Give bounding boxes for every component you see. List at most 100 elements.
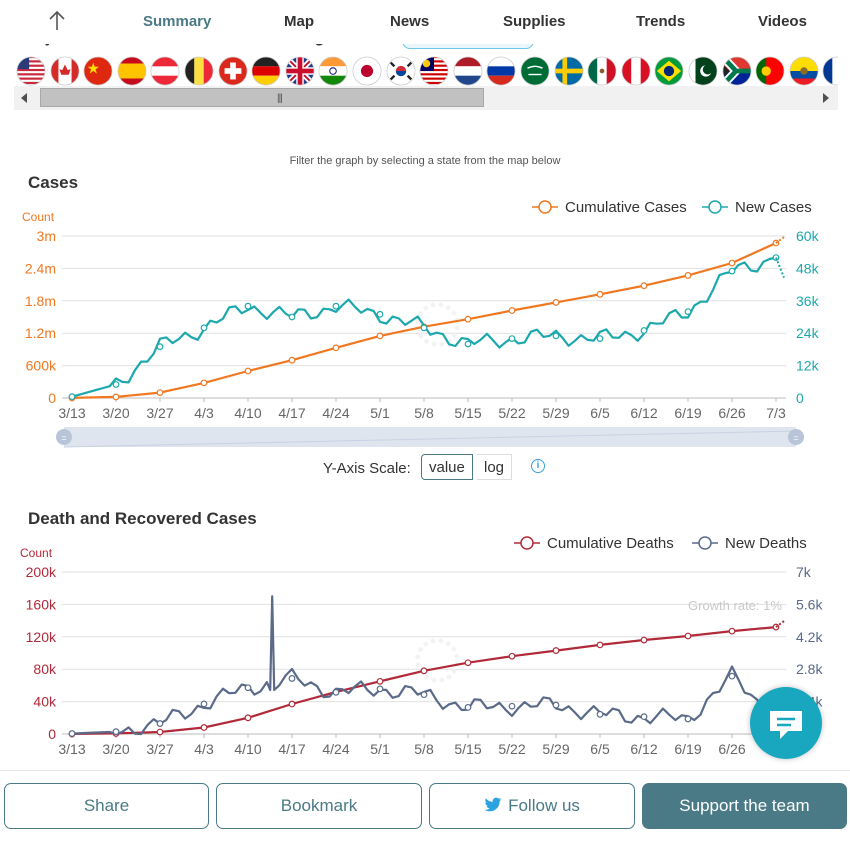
bookmark-button[interactable]: Bookmark [216,783,422,829]
y-right-tick-label: 60k [796,228,820,244]
tab-map[interactable]: Map [284,13,314,30]
x-tick-label: 6/19 [674,405,701,421]
x-tick-label: 4/17 [278,405,305,421]
data-point [244,714,252,722]
tab-trends[interactable]: Trends [636,13,686,30]
flag-india-icon[interactable] [318,56,348,86]
flag-china-icon[interactable] [83,56,113,86]
scroll-left-icon[interactable] [20,92,28,104]
flag-uk-icon[interactable] [285,56,315,86]
data-point [156,728,164,736]
flag-germany-icon[interactable] [251,56,281,86]
flag-carousel [12,54,838,88]
deaths-chart[interactable]: 040k80k120k160k200k1.4k2.8k4.2k5.6k7kCou… [0,530,850,770]
flag-ecuador-icon[interactable] [789,56,819,86]
scale-value-button[interactable]: value [421,454,473,480]
flag-netherlands-icon[interactable] [453,56,483,86]
support-team-button[interactable]: Support the team [642,783,847,829]
x-tick-label: 5/15 [454,741,481,757]
y-axis-scale-label: Y-Axis Scale: [323,460,411,477]
y-left-tick-label: 3m [37,228,56,244]
data-point [640,327,648,334]
slider-handle-icon[interactable] [56,429,72,445]
flag-pakistan-icon[interactable] [688,56,718,86]
flag-south-africa-icon[interactable] [722,56,752,86]
flag-russia-icon[interactable] [486,56,516,86]
flag-next-icon[interactable] [822,56,838,86]
data-point [464,340,472,348]
data-point [596,335,604,343]
data-point [112,728,120,736]
flag-malaysia-icon[interactable] [419,56,449,86]
data-point [288,700,296,708]
flag-us-icon[interactable] [16,56,46,86]
legend-marker [538,200,552,214]
growth-rate-annotation: Growth rate: 1% [688,598,782,613]
x-tick-label: 3/27 [146,741,173,757]
flag-canada-icon[interactable] [50,56,80,86]
x-tick-label: 3/20 [102,741,129,757]
scroll-right-icon[interactable] [822,92,830,104]
data-point [684,632,692,640]
legend-label: Cumulative Cases [565,199,687,216]
x-tick-label: 3/27 [146,405,173,421]
data-point [596,710,604,718]
info-icon[interactable]: i [531,459,545,473]
flag-japan-icon[interactable] [352,56,382,86]
follow-us-button[interactable]: Follow us [429,783,635,829]
y-left-tick-label: 2.4m [25,260,56,276]
flag-austria-icon[interactable] [150,56,180,86]
data-point [728,259,736,267]
tab-supplies[interactable]: Supplies [503,13,566,30]
chat-icon [770,711,802,739]
flag-spain-icon[interactable] [117,56,147,86]
flag-belgium-icon[interactable] [184,56,214,86]
data-point [552,332,560,340]
data-point [772,239,780,247]
back-arrow-icon[interactable] [44,8,70,34]
chat-button[interactable] [750,687,822,759]
data-point [200,379,208,387]
data-point [508,335,516,343]
tab-summary[interactable]: Summary [143,13,212,30]
flag-mexico-icon[interactable] [587,56,617,86]
x-tick-label: 3/13 [58,405,85,421]
flag-brazil-icon[interactable] [654,56,684,86]
flag-switzerland-icon[interactable] [218,56,248,86]
flag-scrollbar[interactable]: ||| [14,86,838,110]
slider-track [64,427,796,447]
y-left-tick-label: 1.8m [25,293,56,309]
scrollbar-thumb[interactable]: ||| [40,88,484,107]
x-tick-label: 3/20 [102,405,129,421]
data-point [464,703,472,711]
projection-line [775,257,785,278]
projection-line [775,236,785,244]
flag-portugal-icon[interactable] [755,56,785,86]
flag-sweden-icon[interactable] [554,56,584,86]
slider-handle-icon[interactable] [788,429,804,445]
y-left-axis-label: Count [20,546,53,560]
data-point [420,324,428,332]
data-point [772,623,780,631]
data-point [508,307,516,314]
flag-south-korea-icon[interactable] [386,56,416,86]
tab-videos[interactable]: Videos [758,13,807,30]
scale-log-button[interactable]: log [477,454,513,480]
data-point [464,315,472,323]
y-right-tick-label: 7k [796,564,812,580]
legend-marker [708,200,722,214]
share-button[interactable]: Share [4,783,209,829]
data-point [200,324,208,332]
cases-chart[interactable]: 0 600k 1.2m 1.8m 2.4m 3m 0 12k 24k 36k 48k 60k Count… [0,195,850,455]
x-tick-label: 5/1 [370,405,390,421]
x-tick-label: 6/12 [630,405,657,421]
x-tick-label: 6/5 [590,405,610,421]
watermark-icon: ◌ [385,265,486,378]
tab-news[interactable]: News [390,13,430,30]
data-point [112,393,120,401]
data-point [376,332,384,340]
range-slider[interactable]: = = [56,427,804,448]
data-point [112,381,120,388]
flag-peru-icon[interactable] [621,56,651,86]
flag-saudi-arabia-icon[interactable] [520,56,550,86]
